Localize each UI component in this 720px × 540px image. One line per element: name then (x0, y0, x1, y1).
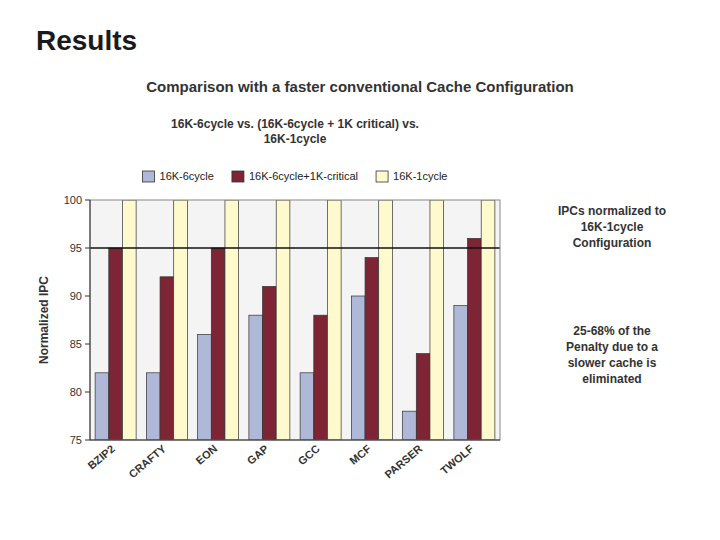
text-line: 16K-1cycle (581, 220, 644, 234)
bar (263, 286, 277, 440)
x-tick-label: GAP (245, 442, 271, 467)
text-line: Configuration (573, 236, 652, 250)
bar (276, 200, 290, 440)
y-tick (85, 392, 90, 393)
chart-title: 16K-6cycle vs. (16K-6cycle + 1K critical… (171, 117, 419, 146)
y-tick (85, 440, 90, 441)
y-tick (85, 344, 90, 345)
legend-item: 16K-1cycle (376, 170, 447, 182)
legend-label: 16K-6cycle (160, 170, 214, 182)
y-tick-label: 100 (64, 194, 82, 206)
bar (468, 238, 482, 440)
bar (300, 373, 314, 440)
bar (211, 248, 225, 440)
bar (365, 258, 379, 440)
bar (416, 354, 430, 440)
bars (95, 200, 495, 440)
bar (249, 315, 263, 440)
legend-item: 16K-6cycle+1K-critical (232, 170, 358, 182)
legend-label: 16K-6cycle+1K-critical (249, 170, 358, 182)
bar (198, 334, 212, 440)
title: Results (36, 25, 137, 56)
y-tick-label: 75 (70, 434, 82, 446)
y-tick (85, 248, 90, 249)
text-line: eliminated (582, 372, 641, 386)
subtitle: Comparison with a faster conventional Ca… (146, 78, 574, 95)
y-tick-label: 85 (70, 338, 82, 350)
bar (146, 373, 160, 440)
bar (481, 200, 495, 440)
legend-swatch (376, 171, 388, 182)
y-axis-label: Normalized IPC (37, 276, 51, 364)
bar (174, 200, 188, 440)
text-line: 25-68% of the (573, 324, 651, 338)
text-line: 16K-6cycle vs. (16K-6cycle + 1K critical… (171, 117, 419, 131)
x-tick-label: CRAFTY (126, 442, 168, 480)
plot-background (90, 200, 500, 440)
legend-swatch (143, 171, 155, 182)
bar (351, 296, 365, 440)
y-tick-label: 95 (70, 242, 82, 254)
legend-swatch (232, 171, 244, 182)
y-tick-label: 90 (70, 290, 82, 302)
y-tick-label: 80 (70, 386, 82, 398)
bar (403, 411, 417, 440)
bar (160, 277, 174, 440)
x-tick-label: BZIP2 (85, 442, 117, 471)
y-tick (85, 200, 90, 201)
annotation: 25-68% of the Penalty due to a slower cach… (566, 324, 658, 386)
bar (430, 200, 444, 440)
text-line: Penalty due to a (566, 340, 658, 354)
legend-item: 16K-6cycle (143, 170, 214, 182)
bar (314, 315, 328, 440)
y-ticks: 75 80 85 90 95 100 (64, 194, 90, 446)
chart: Results Comparison with a faster conventi… (0, 0, 720, 540)
text-line: 16K-1cycle (264, 132, 327, 146)
bar (225, 200, 239, 440)
x-ticks: BZIP2 CRAFTY EON GAP GCC MCF PARSER TWOLF (85, 442, 476, 481)
x-tick-label: MCF (347, 442, 373, 467)
y-axis-line (90, 200, 91, 440)
reference-line (90, 247, 500, 248)
bar (454, 306, 468, 440)
x-tick-label: PARSER (382, 442, 424, 480)
plot-frame (90, 200, 500, 440)
text-line: IPCs normalized to (558, 204, 666, 218)
legend-label: 16K-1cycle (393, 170, 447, 182)
x-tick-label: EON (193, 442, 219, 467)
bar (122, 200, 136, 440)
bar (95, 373, 109, 440)
bar (109, 248, 123, 440)
x-axis-line (90, 440, 500, 441)
bar (379, 200, 393, 440)
annotation: IPCs normalized to 16K-1cycle Configuratio… (558, 204, 666, 250)
text-line: slower cache is (568, 356, 657, 370)
legend: 16K-6cycle 16K-6cycle+1K-critical 16K-1cyc… (143, 170, 448, 182)
x-tick-label: GCC (295, 442, 321, 467)
x-tick-label: TWOLF (438, 442, 476, 477)
bar (327, 200, 341, 440)
y-tick (85, 296, 90, 297)
